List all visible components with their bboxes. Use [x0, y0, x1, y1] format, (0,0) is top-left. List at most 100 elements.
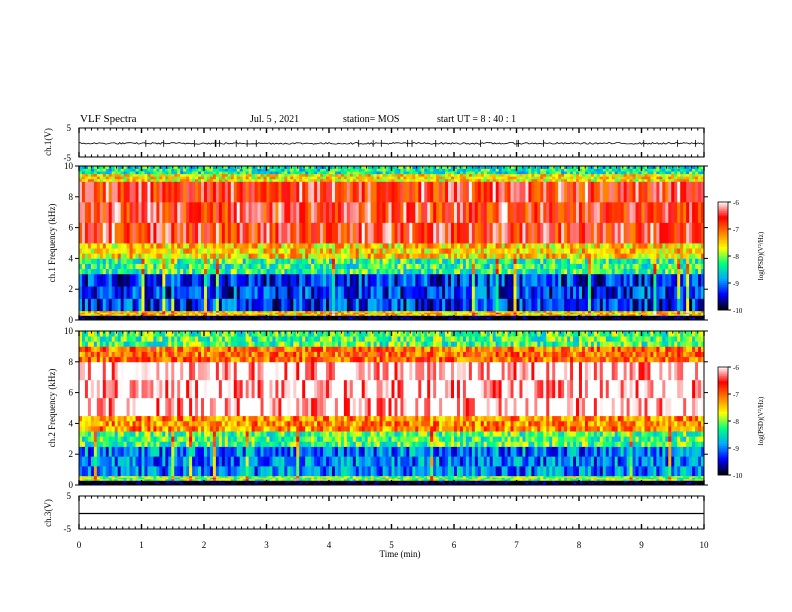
- spectrogram-cell: [468, 248, 473, 254]
- spectrogram-cell: [314, 176, 318, 180]
- spectrogram-cell: [477, 178, 482, 182]
- spectrogram-cell: [209, 313, 214, 316]
- spectrogram-cell: [462, 318, 467, 321]
- spectrogram-cell: [317, 310, 321, 313]
- spectrogram-cell: [105, 273, 110, 287]
- spectrogram-cell: [602, 173, 607, 177]
- spectrogram-cell: [364, 171, 369, 175]
- spectrogram-cell: [329, 201, 333, 223]
- spectrogram-cell: [593, 273, 598, 287]
- spectrogram-cell: [677, 176, 681, 180]
- spectrogram-cell: [183, 201, 187, 223]
- spectrogram-cell: [352, 176, 357, 180]
- spectrogram-cell: [263, 171, 267, 175]
- spectrogram-cell: [311, 298, 315, 312]
- spectrogram-cell: [567, 298, 571, 312]
- spectrogram-cell: [284, 268, 288, 275]
- spectrogram-cell: [269, 201, 273, 223]
- spectrogram-cell: [680, 248, 684, 254]
- spectrogram-cell: [686, 201, 690, 223]
- spectrogram-cell: [552, 258, 556, 264]
- spectrogram-cell: [266, 248, 270, 254]
- spectrogram-cell: [498, 173, 503, 177]
- spectrogram-cell: [361, 181, 366, 203]
- spectrogram-cell: [105, 263, 110, 270]
- spectrogram-cell: [227, 253, 232, 259]
- spectrogram-cell: [620, 181, 625, 203]
- spectrogram-cell: [492, 273, 497, 287]
- spectrogram-cell: [236, 248, 241, 254]
- spectrogram-cell: [79, 253, 83, 259]
- spectrogram-cell: [239, 176, 244, 180]
- spectrogram-cell: [382, 313, 386, 316]
- spectrogram-cell: [281, 166, 285, 169]
- spectrogram-cell: [201, 263, 205, 270]
- spectrogram-cell: [394, 286, 398, 299]
- spectrogram-cell: [355, 201, 360, 223]
- spectrogram-cell: [498, 298, 503, 312]
- spectrogram-cell: [400, 181, 404, 203]
- spectrogram-cell: [406, 258, 410, 264]
- spectrogram-cell: [352, 263, 357, 270]
- spectrogram-cell: [114, 222, 119, 244]
- spectrogram-cell: [602, 248, 607, 254]
- spectrogram-cell: [507, 178, 511, 182]
- spectrogram-cell: [355, 313, 360, 316]
- spectrogram-cell: [445, 201, 449, 223]
- spectrogram-cell: [567, 176, 571, 180]
- spectrogram-cell: [626, 166, 630, 169]
- spectrogram-cell: [593, 222, 598, 244]
- spectrogram-cell: [549, 273, 553, 287]
- spectrogram-cell: [480, 178, 485, 182]
- spectrogram-cell: [266, 168, 270, 172]
- spectrogram-cell: [299, 286, 303, 299]
- spectrogram-cell: [561, 171, 565, 175]
- spectrogram-cell: [108, 298, 113, 312]
- spectrogram-cell: [605, 176, 610, 180]
- spectrogram-cell: [373, 315, 378, 318]
- spectrogram-cell: [397, 181, 401, 203]
- spectrogram-cell: [480, 315, 485, 318]
- spectrogram-cell: [576, 316, 580, 319]
- spectrogram-cell: [84, 258, 89, 264]
- spectrogram-cell: [340, 315, 345, 318]
- spectrogram-cell: [254, 171, 258, 175]
- spectrogram-cell: [218, 268, 223, 275]
- spectrogram-cell: [510, 286, 514, 299]
- spectrogram-cell: [99, 310, 104, 313]
- spectrogram-cell: [680, 243, 684, 249]
- spectrogram-cell: [263, 258, 267, 264]
- spectrogram-cell: [218, 201, 223, 223]
- spectrogram-cell: [689, 201, 693, 223]
- spectrogram-cell: [171, 268, 175, 275]
- spectrogram-cell: [308, 201, 312, 223]
- spectrogram-cell: [206, 181, 211, 203]
- spectrogram-cell: [212, 310, 217, 313]
- spectrogram-cell: [251, 318, 255, 321]
- spectrogram-cell: [668, 263, 672, 270]
- spectrogram-cell: [281, 253, 285, 259]
- spectrogram-cell: [126, 315, 130, 318]
- spectrogram-cell: [168, 181, 172, 203]
- spectrogram-cell: [522, 263, 526, 270]
- spectrogram-cell: [204, 253, 208, 259]
- spectrogram-cell: [477, 201, 482, 223]
- spectrogram-cell: [543, 181, 547, 203]
- spectrogram-cell: [346, 258, 351, 264]
- spectrogram-cell: [272, 273, 276, 287]
- spectrogram-cell: [459, 253, 464, 259]
- spectrogram-cell: [192, 318, 196, 321]
- spectrogram-cell: [519, 298, 523, 312]
- spectrogram-cell: [99, 176, 104, 180]
- spectrogram-cell: [573, 298, 577, 312]
- spectrogram-cell: [400, 273, 404, 287]
- spectrogram-cell: [278, 178, 282, 182]
- spectrogram-cell: [281, 298, 285, 312]
- spectrogram-cell: [546, 312, 550, 315]
- spectrogram-cell: [576, 171, 580, 175]
- spectrogram-cell: [483, 298, 488, 312]
- spectrogram-cell: [221, 273, 226, 287]
- spectrogram-cell: [647, 286, 651, 299]
- spectrogram-cell: [421, 178, 425, 182]
- spectrogram-cell: [144, 318, 148, 321]
